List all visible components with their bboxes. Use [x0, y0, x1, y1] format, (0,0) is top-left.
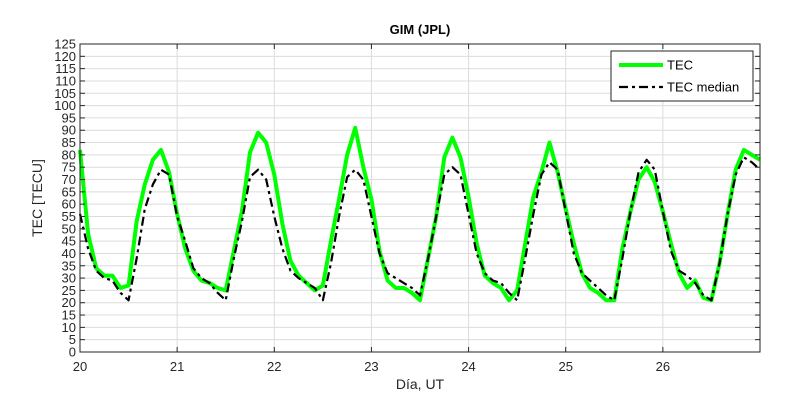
x-axis-ticks: 20 21 22 23 24 25 26 [73, 44, 670, 374]
series-layer [78, 125, 762, 303]
y-tick-label: 15 [62, 308, 76, 323]
y-tick-label: 65 [62, 184, 76, 199]
y-tick-label: 40 [62, 246, 76, 261]
legend-box [610, 50, 754, 102]
x-tick-label: 22 [267, 359, 281, 374]
y-tick-label: 10 [62, 320, 76, 335]
y-tick-label: 25 [62, 283, 76, 298]
legend-label-tec-median: TEC median [667, 80, 739, 95]
y-tick-label: 105 [54, 86, 76, 101]
series-line-tec-median [78, 156, 761, 302]
y-tick-label: 85 [62, 135, 76, 150]
y-tick-label: 50 [62, 221, 76, 236]
y-tick-label: 45 [62, 234, 76, 249]
legend-label-tec: TEC [667, 58, 693, 73]
x-tick-label: 21 [170, 359, 184, 374]
y-tick-label: 5 [69, 332, 76, 347]
legend: TEC TEC median [610, 50, 754, 102]
y-tick-label: 35 [62, 258, 76, 273]
y-tick-label: 115 [55, 61, 76, 76]
y-tick-label: 95 [62, 110, 76, 125]
chart-title: GIM (JPL) [390, 22, 451, 37]
y-tick-label: 55 [62, 209, 76, 224]
x-axis-label: Día, UT [396, 376, 445, 392]
y-tick-label: 90 [62, 123, 76, 138]
y-tick-label: 100 [54, 98, 76, 113]
x-tick-label: 26 [656, 359, 670, 374]
y-axis-ticks: 0510152025303540455055606570758085909510… [54, 37, 760, 360]
plot-frame [79, 43, 761, 353]
y-tick-label: 20 [62, 295, 76, 310]
y-tick-label: 70 [62, 172, 76, 187]
y-tick-label: 80 [62, 147, 76, 162]
y-tick-label: 125 [54, 37, 76, 52]
y-tick-label: 60 [62, 197, 76, 212]
x-tick-label: 23 [364, 359, 378, 374]
y-tick-label: 75 [62, 160, 76, 175]
y-tick-label: 0 [69, 345, 76, 360]
y-axis-label: TEC [TECU] [29, 159, 45, 237]
y-tick-label: 120 [54, 49, 76, 64]
y-tick-label: 30 [62, 271, 76, 286]
x-tick-label: 20 [73, 359, 87, 374]
series-line-tec [78, 125, 762, 303]
x-tick-label: 24 [461, 359, 475, 374]
y-tick-label: 110 [55, 73, 76, 88]
x-tick-label: 25 [558, 359, 572, 374]
